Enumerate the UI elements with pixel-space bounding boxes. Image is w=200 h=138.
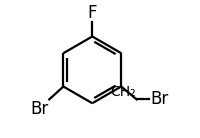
- Text: Br: Br: [150, 90, 168, 108]
- Text: CH₂: CH₂: [110, 85, 136, 99]
- Text: Br: Br: [30, 100, 49, 118]
- Text: F: F: [88, 4, 97, 22]
